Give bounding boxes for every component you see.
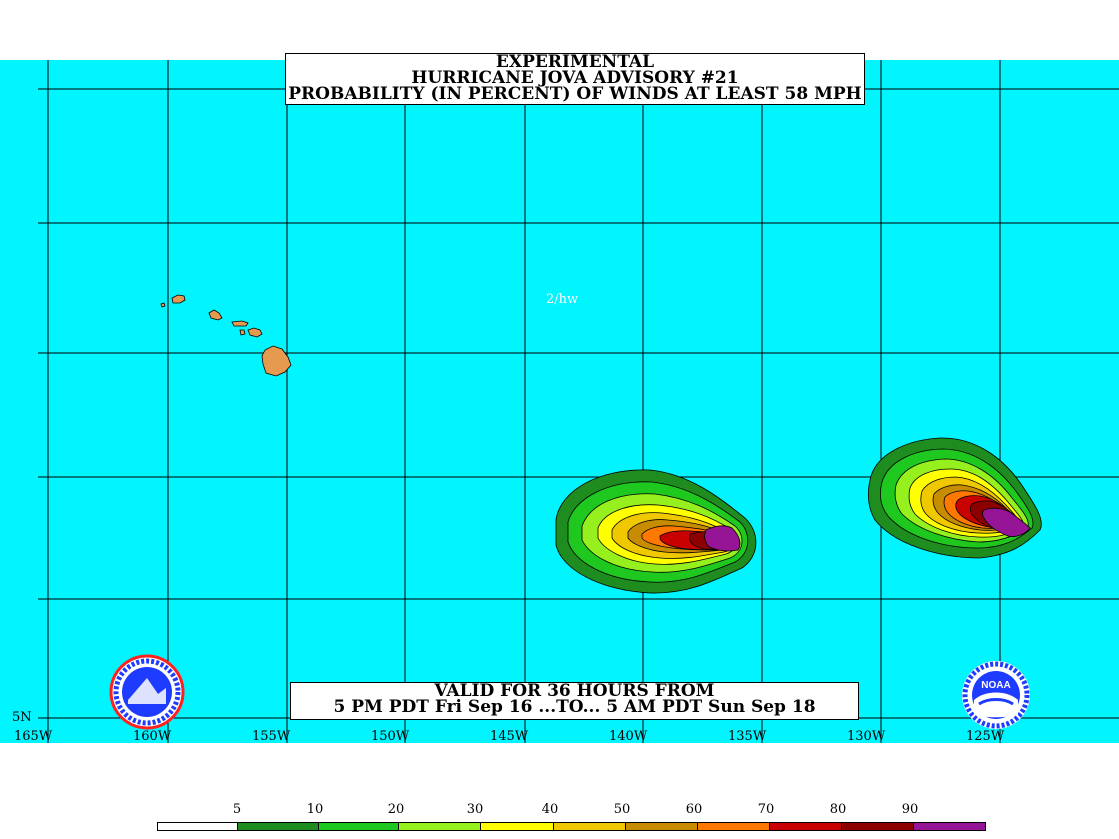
legend-tick-60: 60 (685, 802, 703, 817)
title-line-2: HURRICANE JOVA ADVISORY #21 (411, 68, 739, 88)
legend-tick-80: 80 (829, 802, 847, 817)
lon-label-130w: 130W (847, 729, 886, 744)
legend-tick-5: 5 (232, 802, 242, 817)
island-kauai (171, 294, 186, 304)
legend-tick-50: 50 (613, 802, 631, 817)
island-maui (247, 327, 263, 338)
probability-swath-east (868, 437, 1042, 559)
lon-label-140w: 140W (609, 729, 648, 744)
hawaiian-islands (160, 294, 292, 377)
valid-line-1: VALID FOR 36 HOURS FROM (434, 681, 715, 701)
legend-tick-10: 10 (306, 802, 324, 817)
lon-label-150w: 150W (371, 729, 410, 744)
legend-swatch (769, 822, 842, 831)
legend-tick-40: 40 (541, 802, 559, 817)
legend-swatch (318, 822, 399, 831)
analyst-tag: 2/hw (546, 292, 579, 307)
probability-swath-west (555, 469, 757, 594)
nws-logo (109, 654, 185, 730)
title-line-3: PROBABILITY (IN PERCENT) OF WINDS AT LEA… (288, 84, 862, 104)
lon-label-125w: 125W (966, 729, 1005, 744)
legend-swatch (237, 822, 319, 831)
valid-line-2: 5 PM PDT Fri Sep 16 ...TO... 5 AM PDT Su… (333, 697, 816, 717)
lat-label-5n: 5N (12, 710, 32, 725)
ocean-background (0, 60, 1119, 743)
lon-label-155w: 155W (252, 729, 291, 744)
lon-label-145w: 145W (490, 729, 529, 744)
title-line-1: EXPERIMENTAL (495, 52, 655, 72)
island-niihau (160, 302, 166, 308)
legend-swatch (841, 822, 914, 831)
lon-label-160w: 160W (133, 729, 172, 744)
legend-swatch (697, 822, 770, 831)
island-molokai (231, 320, 249, 327)
island-lanai (239, 329, 246, 336)
lon-label-135w: 135W (728, 729, 767, 744)
legend-swatch (913, 822, 986, 831)
legend-tick-30: 30 (466, 802, 484, 817)
island-hawaii (261, 345, 292, 377)
title-box: EXPERIMENTAL HURRICANE JOVA ADVISORY #21… (285, 53, 865, 105)
legend-tick-70: 70 (757, 802, 775, 817)
legend-tick-20: 20 (387, 802, 405, 817)
lon-label-165w: 165W (14, 729, 53, 744)
legend-swatch (398, 822, 481, 831)
svg-text:NOAA: NOAA (981, 680, 1010, 691)
legend-swatch (157, 822, 238, 831)
legend-swatch (480, 822, 554, 831)
valid-time-box: VALID FOR 36 HOURS FROM 5 PM PDT Fri Sep… (290, 682, 859, 720)
legend-tick-90: 90 (901, 802, 919, 817)
legend-swatch (553, 822, 626, 831)
legend-swatch (625, 822, 698, 831)
island-oahu (208, 309, 223, 321)
noaa-logo: NOAA (962, 661, 1030, 729)
